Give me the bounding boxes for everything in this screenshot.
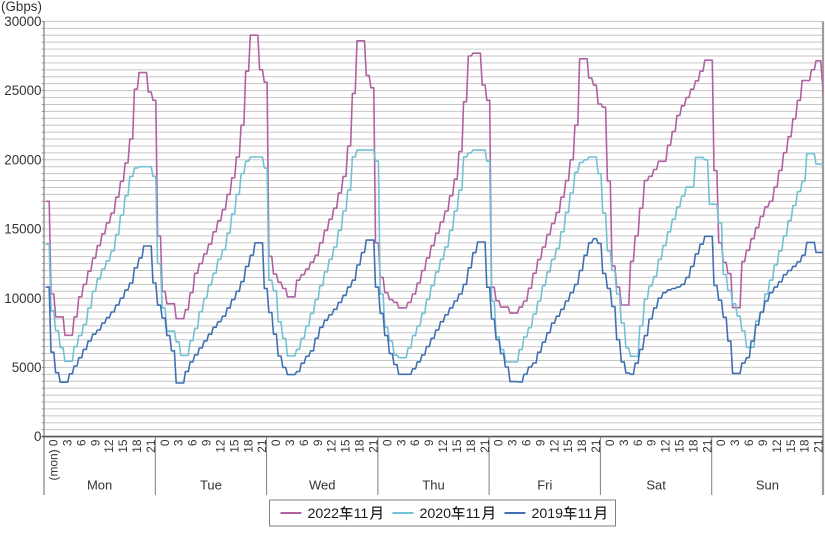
svg-text:5000: 5000	[12, 360, 42, 375]
svg-text:Wed: Wed	[309, 478, 336, 493]
svg-text:0: 0	[34, 429, 41, 444]
svg-text:25000: 25000	[4, 83, 41, 98]
svg-text:15: 15	[784, 439, 798, 453]
svg-text:0: 0	[714, 439, 728, 446]
svg-text:0: 0	[603, 439, 617, 446]
svg-text:12: 12	[436, 439, 450, 453]
svg-text:12: 12	[547, 439, 561, 453]
svg-text:21: 21	[144, 439, 158, 453]
svg-text:21: 21	[589, 439, 603, 453]
svg-text:18: 18	[241, 439, 255, 453]
svg-text:9: 9	[533, 439, 547, 446]
svg-text:21: 21	[700, 439, 714, 453]
svg-text:(Gbps): (Gbps)	[1, 0, 42, 14]
svg-text:2019: 2019	[532, 506, 564, 522]
svg-text:2022: 2022	[308, 506, 340, 522]
svg-text:Sun: Sun	[756, 478, 779, 493]
svg-text:15: 15	[561, 439, 575, 453]
svg-text:6: 6	[186, 439, 200, 446]
svg-text:15: 15	[227, 439, 241, 453]
svg-text:Tue: Tue	[200, 478, 222, 493]
svg-text:21: 21	[812, 439, 825, 453]
svg-text:9: 9	[756, 439, 770, 446]
svg-text:15: 15	[673, 439, 687, 453]
svg-text:15: 15	[339, 439, 353, 453]
svg-text:21: 21	[478, 439, 492, 453]
svg-text:Mon: Mon	[87, 478, 112, 493]
svg-text:0: 0	[380, 439, 394, 446]
svg-text:9: 9	[422, 439, 436, 446]
svg-text:6: 6	[742, 439, 756, 446]
svg-text:9: 9	[200, 439, 214, 446]
svg-text:Sat: Sat	[646, 478, 666, 493]
svg-text:6: 6	[520, 439, 534, 446]
svg-text:Fri: Fri	[537, 478, 552, 493]
svg-text:18: 18	[575, 439, 589, 453]
svg-text:18: 18	[686, 439, 700, 453]
svg-text:0: 0	[269, 439, 283, 446]
svg-text:20000: 20000	[4, 152, 41, 167]
svg-text:3: 3	[60, 439, 74, 446]
svg-text:6: 6	[631, 439, 645, 446]
svg-text:11: 11	[578, 506, 593, 522]
svg-text:3: 3	[172, 439, 186, 446]
svg-text:12: 12	[325, 439, 339, 453]
svg-text:11: 11	[354, 506, 369, 522]
svg-text:3: 3	[283, 439, 297, 446]
svg-text:0: 0	[158, 439, 172, 446]
svg-text:12: 12	[659, 439, 673, 453]
svg-text:9: 9	[88, 439, 102, 446]
svg-text:9: 9	[645, 439, 659, 446]
svg-text:(mon) 0: (mon) 0	[47, 439, 61, 480]
svg-text:6: 6	[74, 439, 88, 446]
svg-text:6: 6	[297, 439, 311, 446]
svg-text:18: 18	[464, 439, 478, 453]
svg-text:15: 15	[450, 439, 464, 453]
svg-text:30000: 30000	[4, 14, 41, 29]
svg-text:3: 3	[394, 439, 408, 446]
svg-text:2020: 2020	[420, 506, 452, 522]
svg-text:15: 15	[116, 439, 130, 453]
svg-text:15000: 15000	[4, 222, 41, 237]
svg-text:12: 12	[213, 439, 227, 453]
svg-text:18: 18	[798, 439, 812, 453]
svg-text:12: 12	[770, 439, 784, 453]
svg-text:6: 6	[408, 439, 422, 446]
svg-text:10000: 10000	[4, 291, 41, 306]
svg-text:3: 3	[506, 439, 520, 446]
svg-text:18: 18	[130, 439, 144, 453]
svg-text:21: 21	[255, 439, 269, 453]
svg-text:3: 3	[617, 439, 631, 446]
svg-text:9: 9	[311, 439, 325, 446]
svg-text:0: 0	[492, 439, 506, 446]
svg-text:11: 11	[466, 506, 481, 522]
svg-text:12: 12	[102, 439, 116, 453]
svg-text:18: 18	[353, 439, 367, 453]
svg-text:3: 3	[728, 439, 742, 446]
svg-text:21: 21	[367, 439, 381, 453]
svg-text:Thu: Thu	[422, 478, 444, 493]
